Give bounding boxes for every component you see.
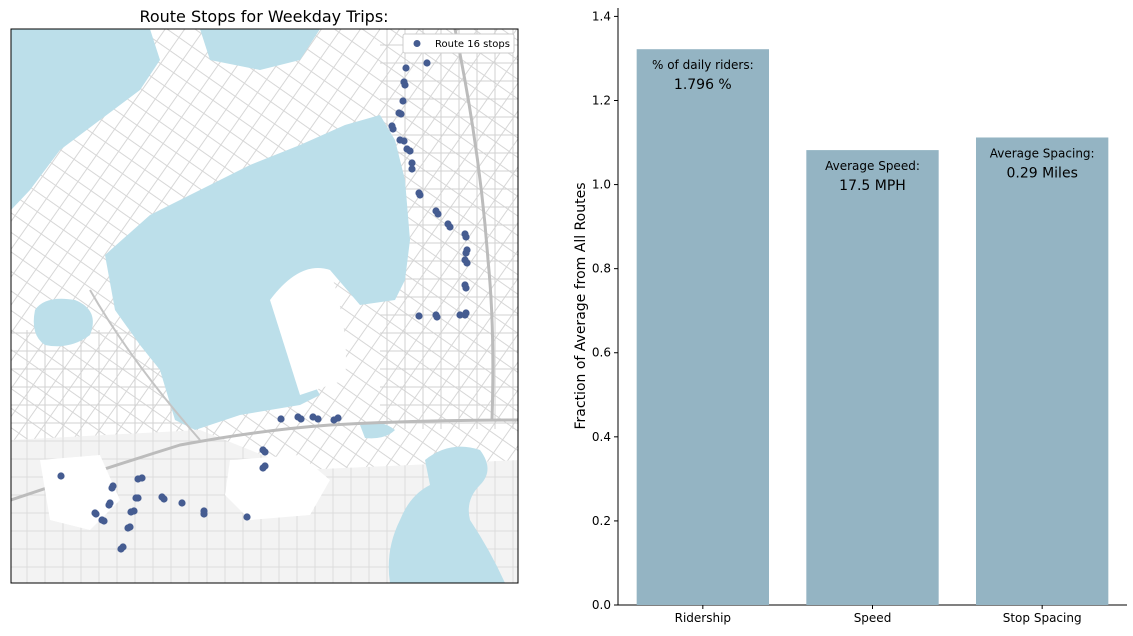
- map-basemap: [11, 29, 518, 583]
- route-stop-point: [402, 64, 410, 72]
- route-stop-point: [243, 513, 251, 521]
- bar-annotation-label: Average Speed:: [825, 159, 920, 173]
- bar-ridership: [636, 49, 770, 605]
- route-stop-point: [138, 474, 146, 482]
- map-panel: Route Stops for Weekday Trips:: [0, 0, 560, 632]
- route-stop-point: [400, 137, 408, 145]
- bar-annotation-value: 1.796 %: [674, 77, 732, 93]
- bar-chart-panel: 0.0 0.2 0.4 0.6 0.8 1.0 1.2 1.4 % of daily ride…: [560, 0, 1133, 632]
- map-title: Route Stops for Weekday Trips:: [139, 7, 388, 26]
- y-tick-label: 0.4: [592, 430, 611, 444]
- route-stop-point: [456, 311, 464, 319]
- route-stop-point: [423, 59, 431, 67]
- y-tick-label: 0.8: [592, 262, 611, 276]
- route-stop-point: [406, 147, 414, 155]
- bar-speed: [806, 150, 939, 605]
- y-tick-label: 0.0: [592, 598, 611, 612]
- bar-annotation-value: 0.29 Miles: [1006, 165, 1077, 181]
- y-tick-label: 1.4: [592, 9, 611, 23]
- route-stop-point: [277, 415, 285, 423]
- legend-label: Route 16 stops: [435, 39, 510, 50]
- route-stop-point: [463, 259, 471, 267]
- x-tick-label: Stop Spacing: [1003, 611, 1082, 625]
- route-stop-point: [92, 510, 100, 518]
- route-stop-point: [446, 223, 454, 231]
- x-tick-label: Speed: [854, 611, 892, 625]
- route-stop-point: [415, 312, 423, 320]
- y-tick-label: 0.6: [592, 346, 611, 360]
- route-stop-point: [397, 110, 405, 118]
- x-tick-label: Ridership: [675, 611, 731, 625]
- route-stop-point: [126, 523, 134, 531]
- map-frame: [10, 28, 519, 584]
- route-stop-point: [462, 233, 470, 241]
- route-stop-point: [178, 499, 186, 507]
- route-stop-point: [401, 81, 409, 89]
- route-stop-point: [57, 472, 65, 480]
- route-stop-point: [100, 517, 108, 525]
- route-map: Route Stops for Weekday Trips:: [10, 7, 519, 584]
- y-tick-label: 0.2: [592, 514, 611, 528]
- route-stop-point: [261, 462, 269, 470]
- route-stop-point: [261, 448, 269, 456]
- route-stop-point: [160, 495, 168, 503]
- bar-chart: 0.0 0.2 0.4 0.6 0.8 1.0 1.2 1.4 % of daily ride…: [573, 8, 1127, 625]
- route-stop-point: [416, 191, 424, 199]
- route-stop-point: [433, 313, 441, 321]
- legend-marker: [413, 40, 421, 47]
- y-tick-label: 1.0: [592, 178, 611, 192]
- y-axis-label: Fraction of Average from All Routes: [573, 183, 589, 430]
- route-stops-layer: [57, 59, 471, 553]
- y-axis-ticks: 0.0 0.2 0.4 0.6 0.8 1.0 1.2 1.4: [592, 9, 618, 612]
- route-stop-point: [462, 249, 470, 257]
- route-stop-point: [408, 165, 416, 173]
- route-stop-point: [117, 545, 125, 553]
- bar-annotation-label: % of daily riders:: [652, 58, 754, 72]
- bar-annotation-value: 17.5 MPH: [839, 178, 906, 194]
- route-stop-point: [297, 415, 305, 423]
- route-stop-point: [399, 97, 407, 105]
- route-stop-point: [434, 210, 442, 218]
- route-stop-point: [105, 501, 113, 509]
- route-stop-point: [334, 414, 342, 422]
- route-stop-point: [134, 494, 142, 502]
- bar-annotation-label: Average Spacing:: [990, 146, 1095, 160]
- x-axis-ticks: Ridership Speed Stop Spacing: [675, 605, 1082, 625]
- y-tick-label: 1.2: [592, 93, 611, 107]
- route-stop-point: [408, 159, 416, 167]
- bar-stop-spacing: [975, 137, 1109, 605]
- bars-group: % of daily riders: 1.796 % Average Speed: 1…: [636, 49, 1109, 605]
- route-stop-point: [461, 311, 469, 319]
- route-stop-point: [130, 507, 138, 515]
- route-stop-point: [462, 284, 470, 292]
- route-stop-point: [314, 415, 322, 423]
- route-stop-point: [389, 125, 397, 133]
- route-stop-point: [108, 484, 116, 492]
- route-stop-point: [200, 510, 208, 518]
- map-legend: Route 16 stops: [402, 33, 515, 54]
